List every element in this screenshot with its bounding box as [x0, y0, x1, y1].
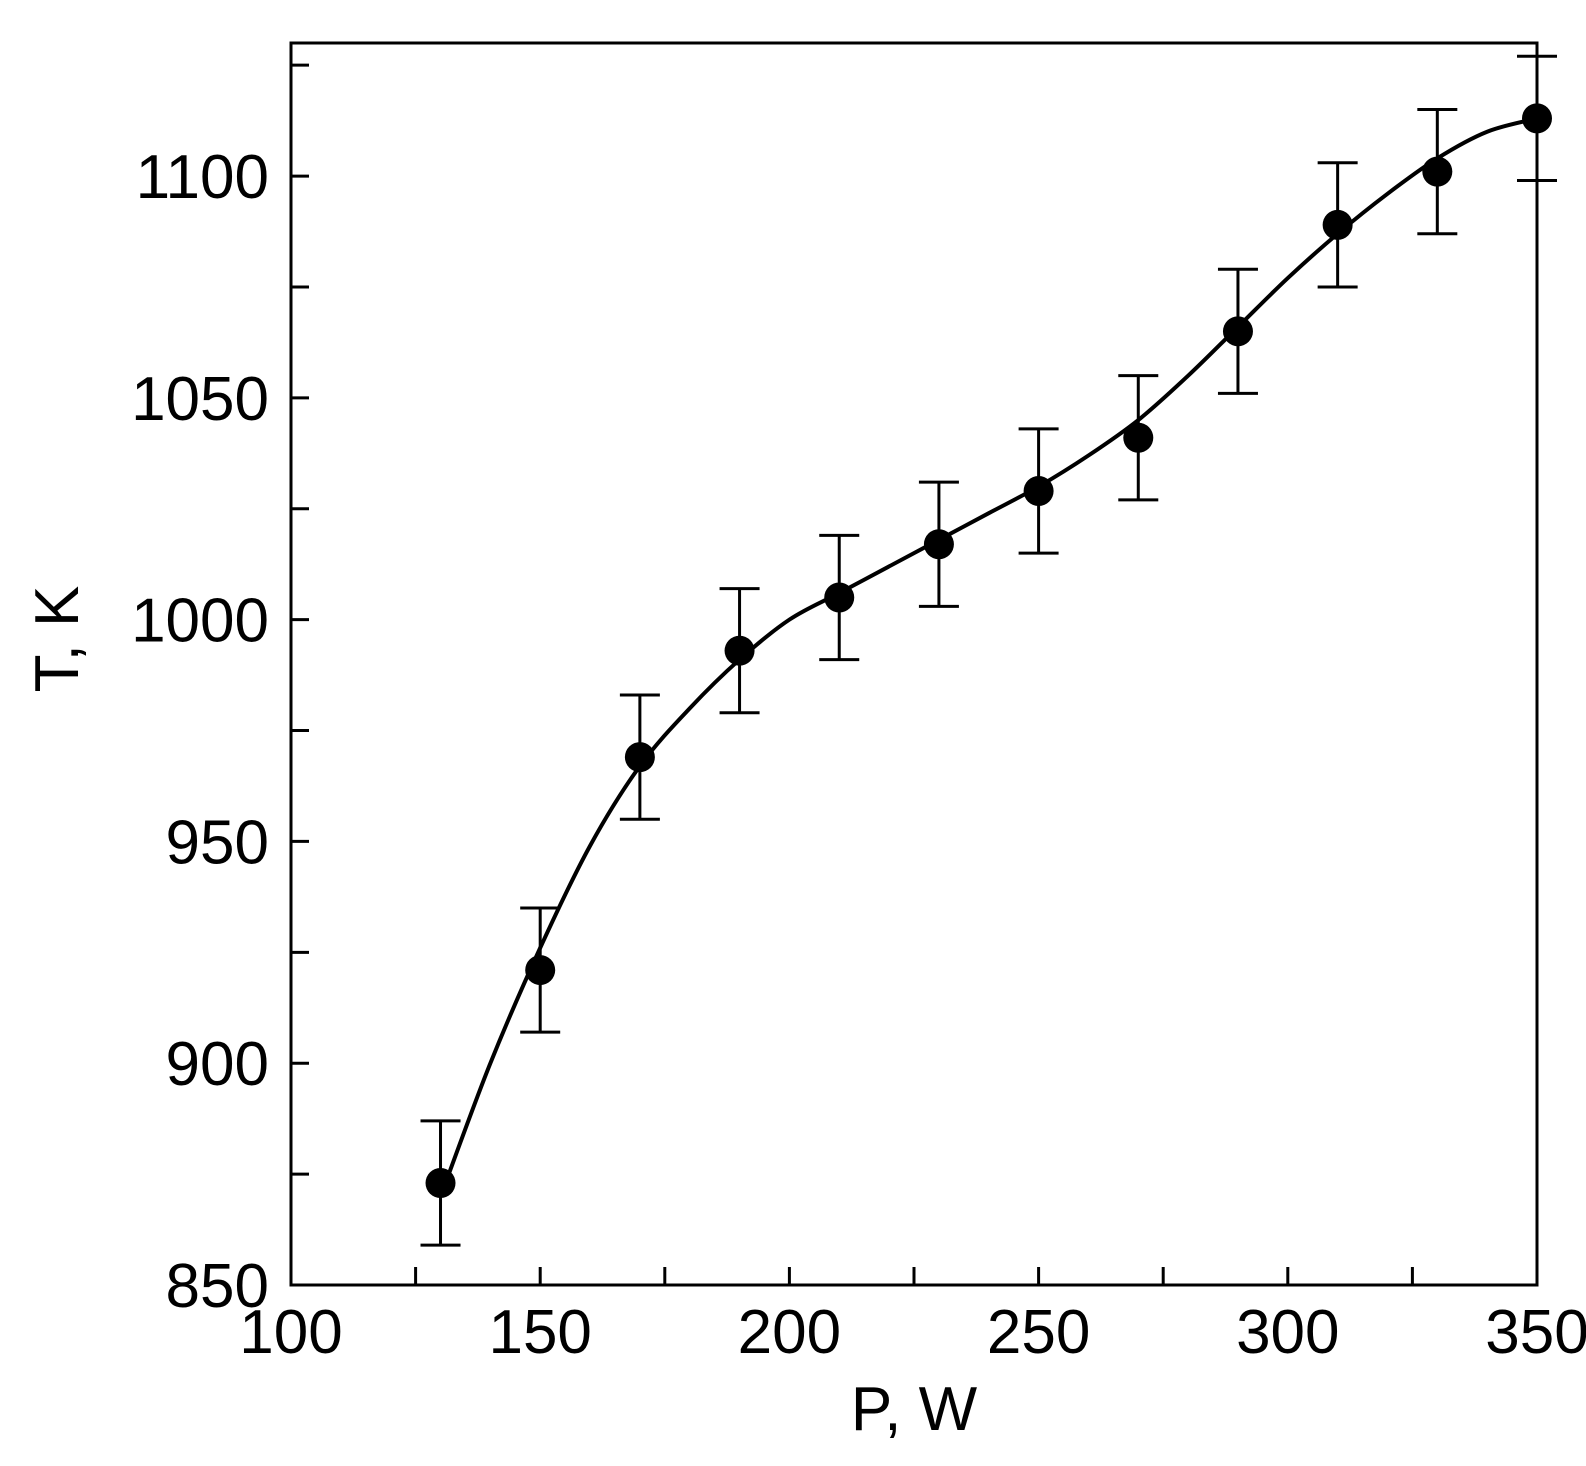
- error-bars-layer: [420, 54, 1557, 1247]
- data-point: [824, 582, 855, 613]
- y-tick-label: 950: [166, 808, 269, 877]
- y-axis-title: T, K: [23, 586, 92, 693]
- data-point: [1422, 156, 1453, 187]
- y-tick-label: 1000: [131, 587, 269, 656]
- data-points-layer: [425, 103, 1552, 1198]
- y-tick-label: 1050: [131, 365, 269, 434]
- x-axis-title: P, W: [851, 1375, 978, 1444]
- data-point: [923, 529, 954, 560]
- data-point: [425, 1167, 456, 1198]
- x-tick-label: 250: [987, 1298, 1090, 1367]
- data-point: [1023, 476, 1054, 507]
- y-tick-label: 850: [166, 1252, 269, 1321]
- y-tick-label: 900: [166, 1030, 269, 1099]
- plot-frame: [289, 41, 1539, 1287]
- fit-curve-layer: [443, 116, 1538, 1184]
- fit-curve: [443, 116, 1538, 1184]
- tick-labels-layer: 100 150 200 250 300 350 850 900 950 1000 1050 1100: [131, 143, 1586, 1367]
- data-point: [624, 742, 655, 773]
- data-point: [1222, 316, 1253, 347]
- x-tick-label: 150: [488, 1298, 591, 1367]
- x-tick-label: 200: [738, 1298, 841, 1367]
- data-point: [724, 635, 755, 666]
- data-point: [525, 955, 556, 986]
- ticks-layer: [289, 63, 1539, 1287]
- y-tick-label: 1100: [136, 143, 269, 212]
- data-point: [1322, 209, 1353, 240]
- x-tick-label: 300: [1236, 1298, 1339, 1367]
- x-tick-label: 100: [239, 1298, 342, 1367]
- x-tick-label: 350: [1485, 1298, 1586, 1367]
- data-point: [1123, 422, 1154, 453]
